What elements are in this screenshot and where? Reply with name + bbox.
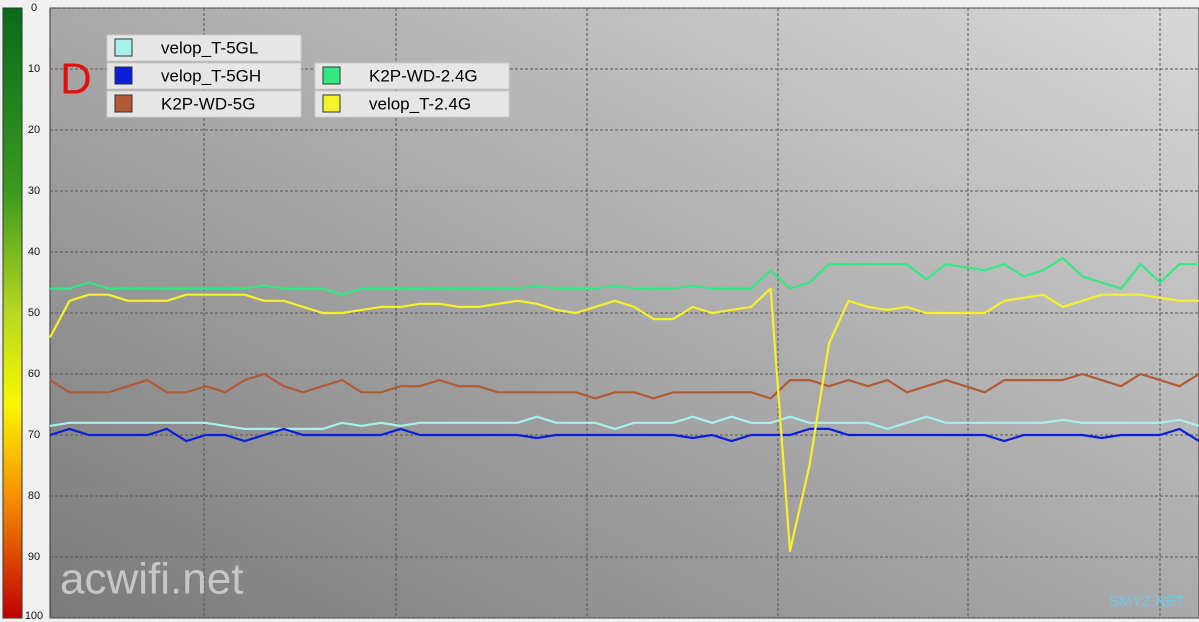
series-line [49, 287, 1199, 552]
y-tick-label: 20 [28, 124, 40, 136]
y-tick-label: 30 [28, 185, 40, 197]
y-tick-label: 60 [28, 368, 40, 380]
series-line [49, 372, 1199, 400]
legend-item-bg [314, 90, 510, 118]
legend-swatch [322, 66, 341, 85]
series-line [50, 257, 1199, 296]
legend-label: velop_T-5GL [161, 38, 258, 57]
y-tick-label: 80 [28, 490, 40, 502]
legend-label: K2P-WD-2.4G [369, 66, 478, 85]
legend-item-bg [106, 62, 302, 90]
y-tick-label: 50 [28, 307, 40, 319]
legend-label: K2P-WD-5G [161, 94, 255, 113]
y-tick-label: 40 [28, 246, 40, 258]
panel-label: D [60, 55, 92, 104]
legend-label: velop_T-2.4G [369, 94, 471, 113]
legend-item-bg [314, 62, 510, 90]
series-line [49, 415, 1199, 430]
series-line [49, 427, 1199, 443]
legend-label: velop_T-5GH [161, 66, 261, 85]
legend-item-bg [106, 34, 302, 62]
y-tick-label: 70 [28, 429, 40, 441]
color-bar [2, 7, 23, 619]
legend-swatch [114, 66, 133, 85]
legend-item-bg [106, 90, 302, 118]
grid [50, 7, 1199, 619]
y-tick-label: 90 [28, 551, 40, 563]
y-tick-label: 100 [25, 610, 43, 622]
legend: velop_T-5GL velop_T-5GH K2P-WD-5G K2P-WD-2.… [106, 34, 510, 118]
y-tick-label: 10 [28, 63, 40, 75]
corner-mark: SMYZ.NET [1109, 593, 1185, 610]
y-tick-label: 0 [31, 2, 37, 14]
lines [49, 257, 1199, 552]
legend-swatch [322, 94, 341, 113]
legend-swatch [114, 38, 133, 57]
watermark: acwifi.net [60, 555, 243, 604]
legend-swatch [114, 94, 133, 113]
